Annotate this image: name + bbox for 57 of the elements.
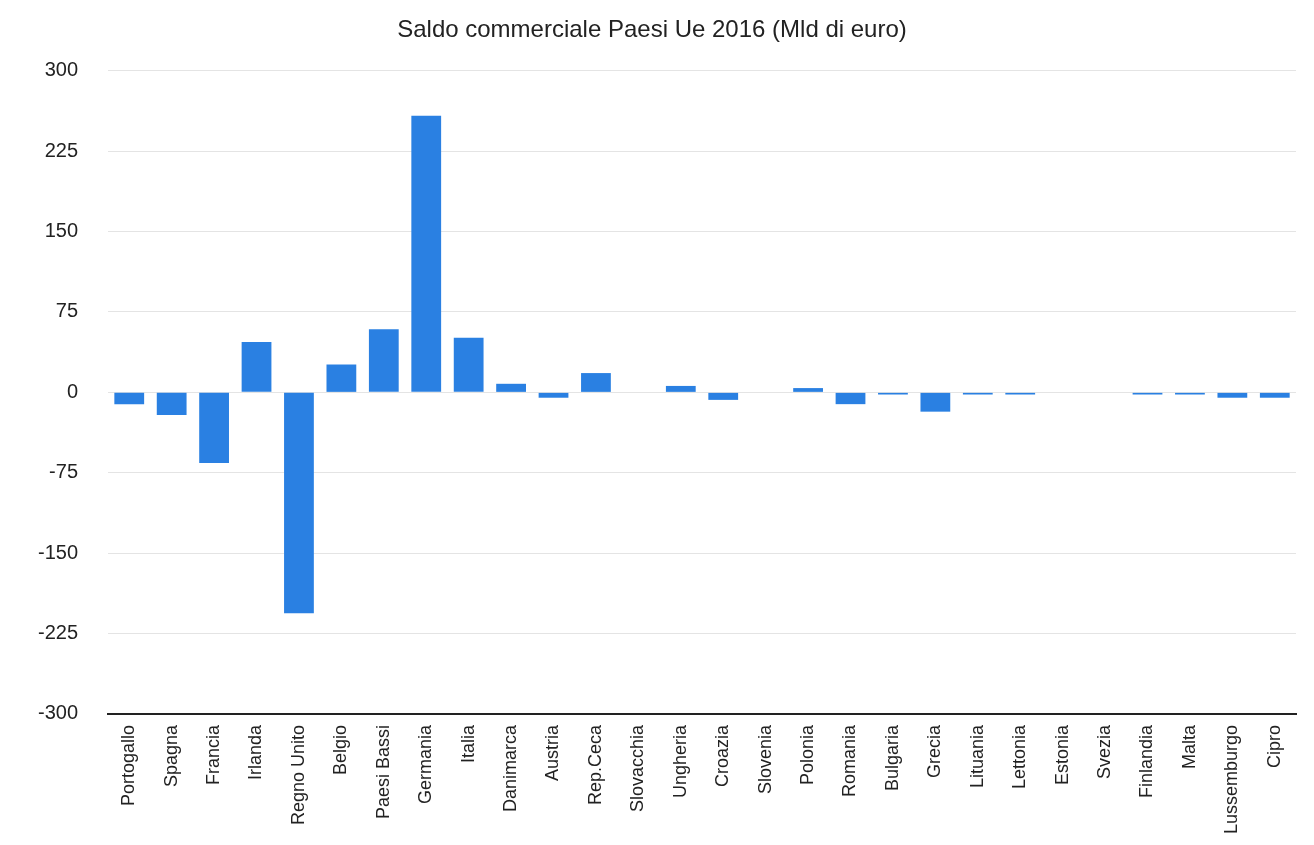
x-tick-label: Lituania	[966, 723, 987, 788]
x-tick-label: Estonia	[1051, 723, 1072, 785]
x-tick-label: Svezia	[1094, 723, 1115, 779]
x-tick-label: Croazia	[712, 723, 733, 787]
x-tick-label: Lettonia	[1009, 723, 1030, 789]
x-tick-label: Austria	[542, 723, 563, 781]
bar	[411, 115, 442, 392]
x-tick-label: Ungheria	[669, 723, 690, 798]
x-tick-label: Danimarca	[500, 723, 521, 812]
y-tick-label: 0	[66, 379, 79, 402]
y-tick-label: -300	[38, 701, 79, 724]
y-tick-label: 150	[44, 219, 79, 242]
chart-title: Saldo commerciale Paesi Ue 2016 (Mld di euro)	[397, 15, 907, 43]
x-tick-label: Belgio	[330, 724, 351, 775]
bar	[453, 337, 484, 392]
bar	[581, 373, 611, 392]
bar	[920, 392, 951, 412]
x-tick-label: Cipro	[1263, 724, 1284, 768]
bar	[538, 392, 569, 398]
x-tick-label: Rep.Ceca	[584, 723, 605, 805]
y-tick-label: -150	[38, 540, 79, 563]
bar	[835, 392, 866, 405]
bar	[241, 341, 272, 392]
x-tick-label: Polonia	[797, 723, 818, 785]
x-tick-label: Paesi Bassi	[372, 724, 393, 819]
x-tick-label: Romania	[839, 723, 860, 797]
x-tick-label: Francia	[203, 723, 224, 785]
bar	[793, 388, 823, 392]
bar	[665, 385, 696, 392]
bar	[199, 392, 229, 464]
y-tick-label: -225	[38, 621, 79, 644]
bar	[326, 364, 357, 392]
bar	[156, 392, 187, 415]
x-tick-label: Grecia	[924, 723, 945, 778]
bar	[1217, 392, 1248, 398]
x-tick-label: Regno Unito	[287, 724, 308, 826]
x-tick-label: Germania	[415, 723, 436, 804]
bar	[708, 392, 739, 400]
y-tick-label: 300	[44, 58, 79, 81]
x-tick-label: Finlandia	[1136, 723, 1157, 798]
x-tick-label: Malta	[1178, 723, 1199, 769]
x-tick-label: Italia	[457, 723, 478, 763]
x-tick-label: Slovacchia	[627, 723, 648, 812]
y-tick-label: 75	[55, 299, 79, 322]
bar	[1259, 392, 1290, 398]
bar	[368, 329, 399, 392]
y-tick-label: -75	[49, 460, 79, 483]
y-tick-label: 225	[44, 138, 79, 161]
x-tick-label: Irlanda	[245, 723, 266, 780]
x-tick-label: Spagna	[160, 723, 181, 787]
x-tick-label: Bulgaria	[881, 723, 902, 791]
bar	[114, 392, 145, 405]
x-tick-label: Portogallo	[118, 724, 139, 806]
bar	[496, 383, 526, 392]
bar	[284, 392, 314, 614]
x-tick-label: Slovenia	[754, 723, 775, 794]
x-tick-label: Lussemburgo	[1221, 724, 1242, 835]
